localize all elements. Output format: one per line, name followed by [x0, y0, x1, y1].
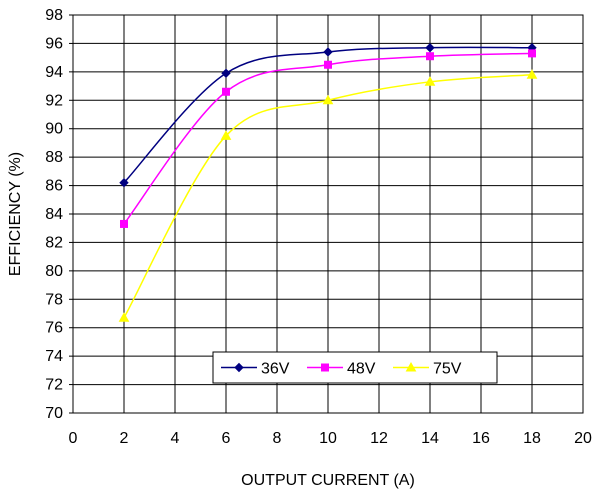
x-tick-label: 18: [523, 430, 541, 447]
data-point-48V: [222, 87, 230, 96]
legend-marker-75V: [405, 361, 417, 372]
y-tick-label: 88: [45, 149, 63, 166]
legend-label-36V: 36V: [261, 361, 290, 378]
series-48V: [120, 49, 536, 228]
data-point-48V: [324, 60, 332, 69]
y-tick-label: 92: [45, 92, 63, 109]
legend-label-75V: 75V: [433, 361, 462, 378]
y-tick-label: 86: [45, 178, 63, 195]
data-point-75V: [118, 312, 130, 322]
x-axis-label: OUTPUT CURRENT (A): [241, 472, 415, 489]
x-tick-label: 20: [574, 430, 592, 447]
data-point-48V: [120, 219, 128, 228]
y-tick-label: 76: [45, 320, 63, 337]
x-tick-label: 6: [222, 430, 231, 447]
y-tick-label: 80: [45, 263, 63, 280]
x-tick-label: 12: [370, 430, 388, 447]
axis-layer: 0 2 4 6 8 10 12 14 16 18 20 70 72 74 76 78 80 82 84 86 88 90 9…: [45, 7, 592, 447]
legend: 36V 48V 75V: [212, 351, 498, 384]
legend-marker-36V: [234, 362, 244, 373]
series-layer: [118, 42, 538, 322]
y-tick-label: 90: [45, 121, 63, 138]
grid-layer: [72, 14, 584, 414]
x-tick-label: 4: [171, 430, 180, 447]
data-point-36V: [119, 178, 129, 188]
legend-label-48V: 48V: [347, 361, 376, 378]
data-point-75V: [526, 69, 538, 79]
data-point-48V: [528, 49, 536, 58]
x-tick-label: 0: [69, 430, 78, 447]
y-tick-label: 82: [45, 234, 63, 251]
y-tick-label: 96: [45, 35, 63, 52]
y-tick-label: 94: [45, 64, 63, 81]
data-point-75V: [322, 94, 334, 105]
x-tick-label: 14: [421, 430, 439, 447]
x-tick-label: 16: [472, 430, 490, 447]
y-axis-label: EFFICIENCY (%): [7, 152, 24, 276]
x-tick-label: 8: [273, 430, 282, 447]
data-point-75V: [424, 76, 436, 86]
data-point-48V: [426, 52, 434, 61]
y-tick-label: 74: [45, 348, 63, 365]
y-tick-label: 98: [45, 7, 63, 24]
y-tick-label: 84: [45, 206, 63, 223]
y-tick-label: 78: [45, 291, 63, 308]
legend-marker-48V: [321, 363, 329, 372]
x-tick-label: 10: [319, 430, 337, 447]
series-75V: [118, 69, 538, 322]
y-tick-label: 72: [45, 377, 63, 394]
data-point-36V: [221, 68, 231, 78]
x-tick-label: 2: [120, 430, 129, 447]
series-line-75V: [123, 73, 533, 319]
data-point-75V: [220, 130, 232, 140]
data-point-36V: [323, 47, 333, 57]
data-point-36V: [425, 42, 435, 53]
legend-box: [212, 351, 498, 384]
y-tick-label: 70: [45, 405, 63, 422]
